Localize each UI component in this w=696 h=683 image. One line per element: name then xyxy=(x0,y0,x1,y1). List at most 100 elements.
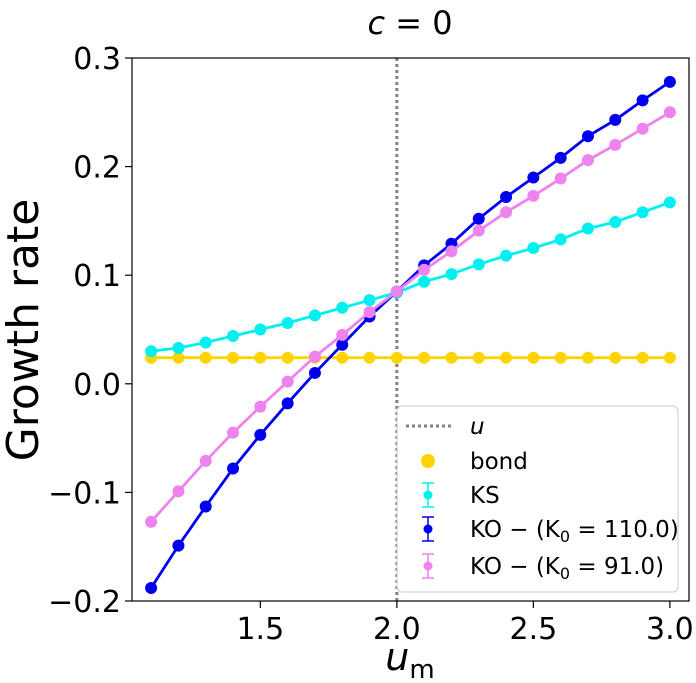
data-point xyxy=(581,351,594,364)
data-point xyxy=(500,249,513,262)
chart-title-rest: = 0 xyxy=(385,4,453,42)
data-point xyxy=(227,426,240,439)
series-ko-k-91-0 xyxy=(145,106,676,528)
x-axis-label-main: u xyxy=(385,635,409,679)
data-point xyxy=(472,351,485,364)
legend-label-main: bond xyxy=(470,449,528,475)
series-ks xyxy=(145,196,676,358)
legend-entry: KS xyxy=(422,482,500,509)
y-tick-label: 0.1 xyxy=(73,259,121,294)
data-point xyxy=(554,351,567,364)
x-tick-label: 3.0 xyxy=(646,612,694,647)
x-tick-label: 2.0 xyxy=(373,612,421,647)
data-point xyxy=(609,215,622,228)
data-point xyxy=(418,263,431,276)
series-layer xyxy=(145,75,676,594)
data-point xyxy=(609,113,622,126)
data-point xyxy=(527,351,540,364)
data-point xyxy=(336,338,349,351)
y-ticks: −0.2 −0.1 0.0 0.1 0.2 0.3 xyxy=(48,42,132,620)
data-point xyxy=(472,258,485,271)
chart-title: c = 0 xyxy=(367,4,452,42)
data-point xyxy=(172,341,185,354)
data-point xyxy=(554,233,567,246)
data-point xyxy=(308,309,321,322)
data-point xyxy=(363,351,376,364)
data-point xyxy=(281,397,294,410)
legend-label-sub: 0 xyxy=(560,527,570,546)
y-tick-label: 0.3 xyxy=(73,42,121,77)
legend-errorbar-marker xyxy=(423,524,433,534)
data-point xyxy=(663,75,676,88)
data-point xyxy=(581,222,594,235)
legend-label-main: u xyxy=(470,414,485,440)
data-point xyxy=(663,106,676,119)
legend-box xyxy=(396,405,679,593)
data-point xyxy=(199,336,212,349)
data-point xyxy=(336,351,349,364)
legend-label-main: KS xyxy=(470,483,500,509)
legend-label-main: KO − (K xyxy=(470,517,561,543)
data-point xyxy=(445,351,458,364)
legend-label: bond xyxy=(470,449,528,475)
data-point xyxy=(500,351,513,364)
data-point xyxy=(500,206,513,219)
x-ticks: 1.5 2.0 2.5 3.0 xyxy=(236,601,694,647)
data-point xyxy=(554,151,567,164)
data-point xyxy=(281,316,294,329)
data-point xyxy=(609,351,622,364)
data-point xyxy=(363,306,376,319)
legend-entry: KO − (K0 = 91.0) xyxy=(422,553,664,583)
data-point xyxy=(172,351,185,364)
x-tick-label: 2.5 xyxy=(510,612,558,647)
data-point xyxy=(527,242,540,255)
data-point xyxy=(336,328,349,341)
y-tick-label: −0.1 xyxy=(48,476,121,511)
legend-entry: u xyxy=(406,414,485,440)
data-point xyxy=(527,189,540,202)
legend-marker-swatch xyxy=(421,454,435,468)
data-point xyxy=(227,351,240,364)
data-point xyxy=(172,539,185,552)
data-point xyxy=(636,122,649,135)
x-tick-label: 1.5 xyxy=(236,612,284,647)
data-point xyxy=(199,500,212,513)
data-point xyxy=(254,323,267,336)
legend-label-sub: 0 xyxy=(560,564,570,583)
data-point xyxy=(227,462,240,475)
data-point xyxy=(581,154,594,167)
legend-label-main: KO − (K xyxy=(470,554,561,580)
data-point xyxy=(199,351,212,364)
data-point xyxy=(554,172,567,185)
legend-errorbar-marker xyxy=(423,490,433,500)
data-point xyxy=(636,351,649,364)
data-point xyxy=(254,400,267,413)
data-point xyxy=(145,515,158,528)
x-axis-label: um xyxy=(385,635,434,683)
legend-label-tail: = 91.0) xyxy=(570,554,664,580)
data-point xyxy=(663,196,676,209)
data-point xyxy=(308,350,321,363)
data-point xyxy=(472,212,485,225)
data-point xyxy=(390,351,403,364)
x-axis-label-sub: m xyxy=(409,655,434,683)
data-point xyxy=(254,428,267,441)
series-bond xyxy=(145,351,676,364)
data-point xyxy=(609,138,622,151)
data-point xyxy=(636,206,649,219)
legend-errorbar-marker xyxy=(423,561,433,571)
data-point xyxy=(500,191,513,204)
data-point xyxy=(336,301,349,314)
data-point xyxy=(418,351,431,364)
data-point xyxy=(390,285,403,298)
data-point xyxy=(308,366,321,379)
data-point xyxy=(445,268,458,281)
legend-label: u xyxy=(470,414,485,440)
data-point xyxy=(445,245,458,258)
y-tick-label: −0.2 xyxy=(48,585,121,620)
data-point xyxy=(581,130,594,143)
data-point xyxy=(363,294,376,307)
legend-label-tail: = 110.0) xyxy=(570,517,679,543)
